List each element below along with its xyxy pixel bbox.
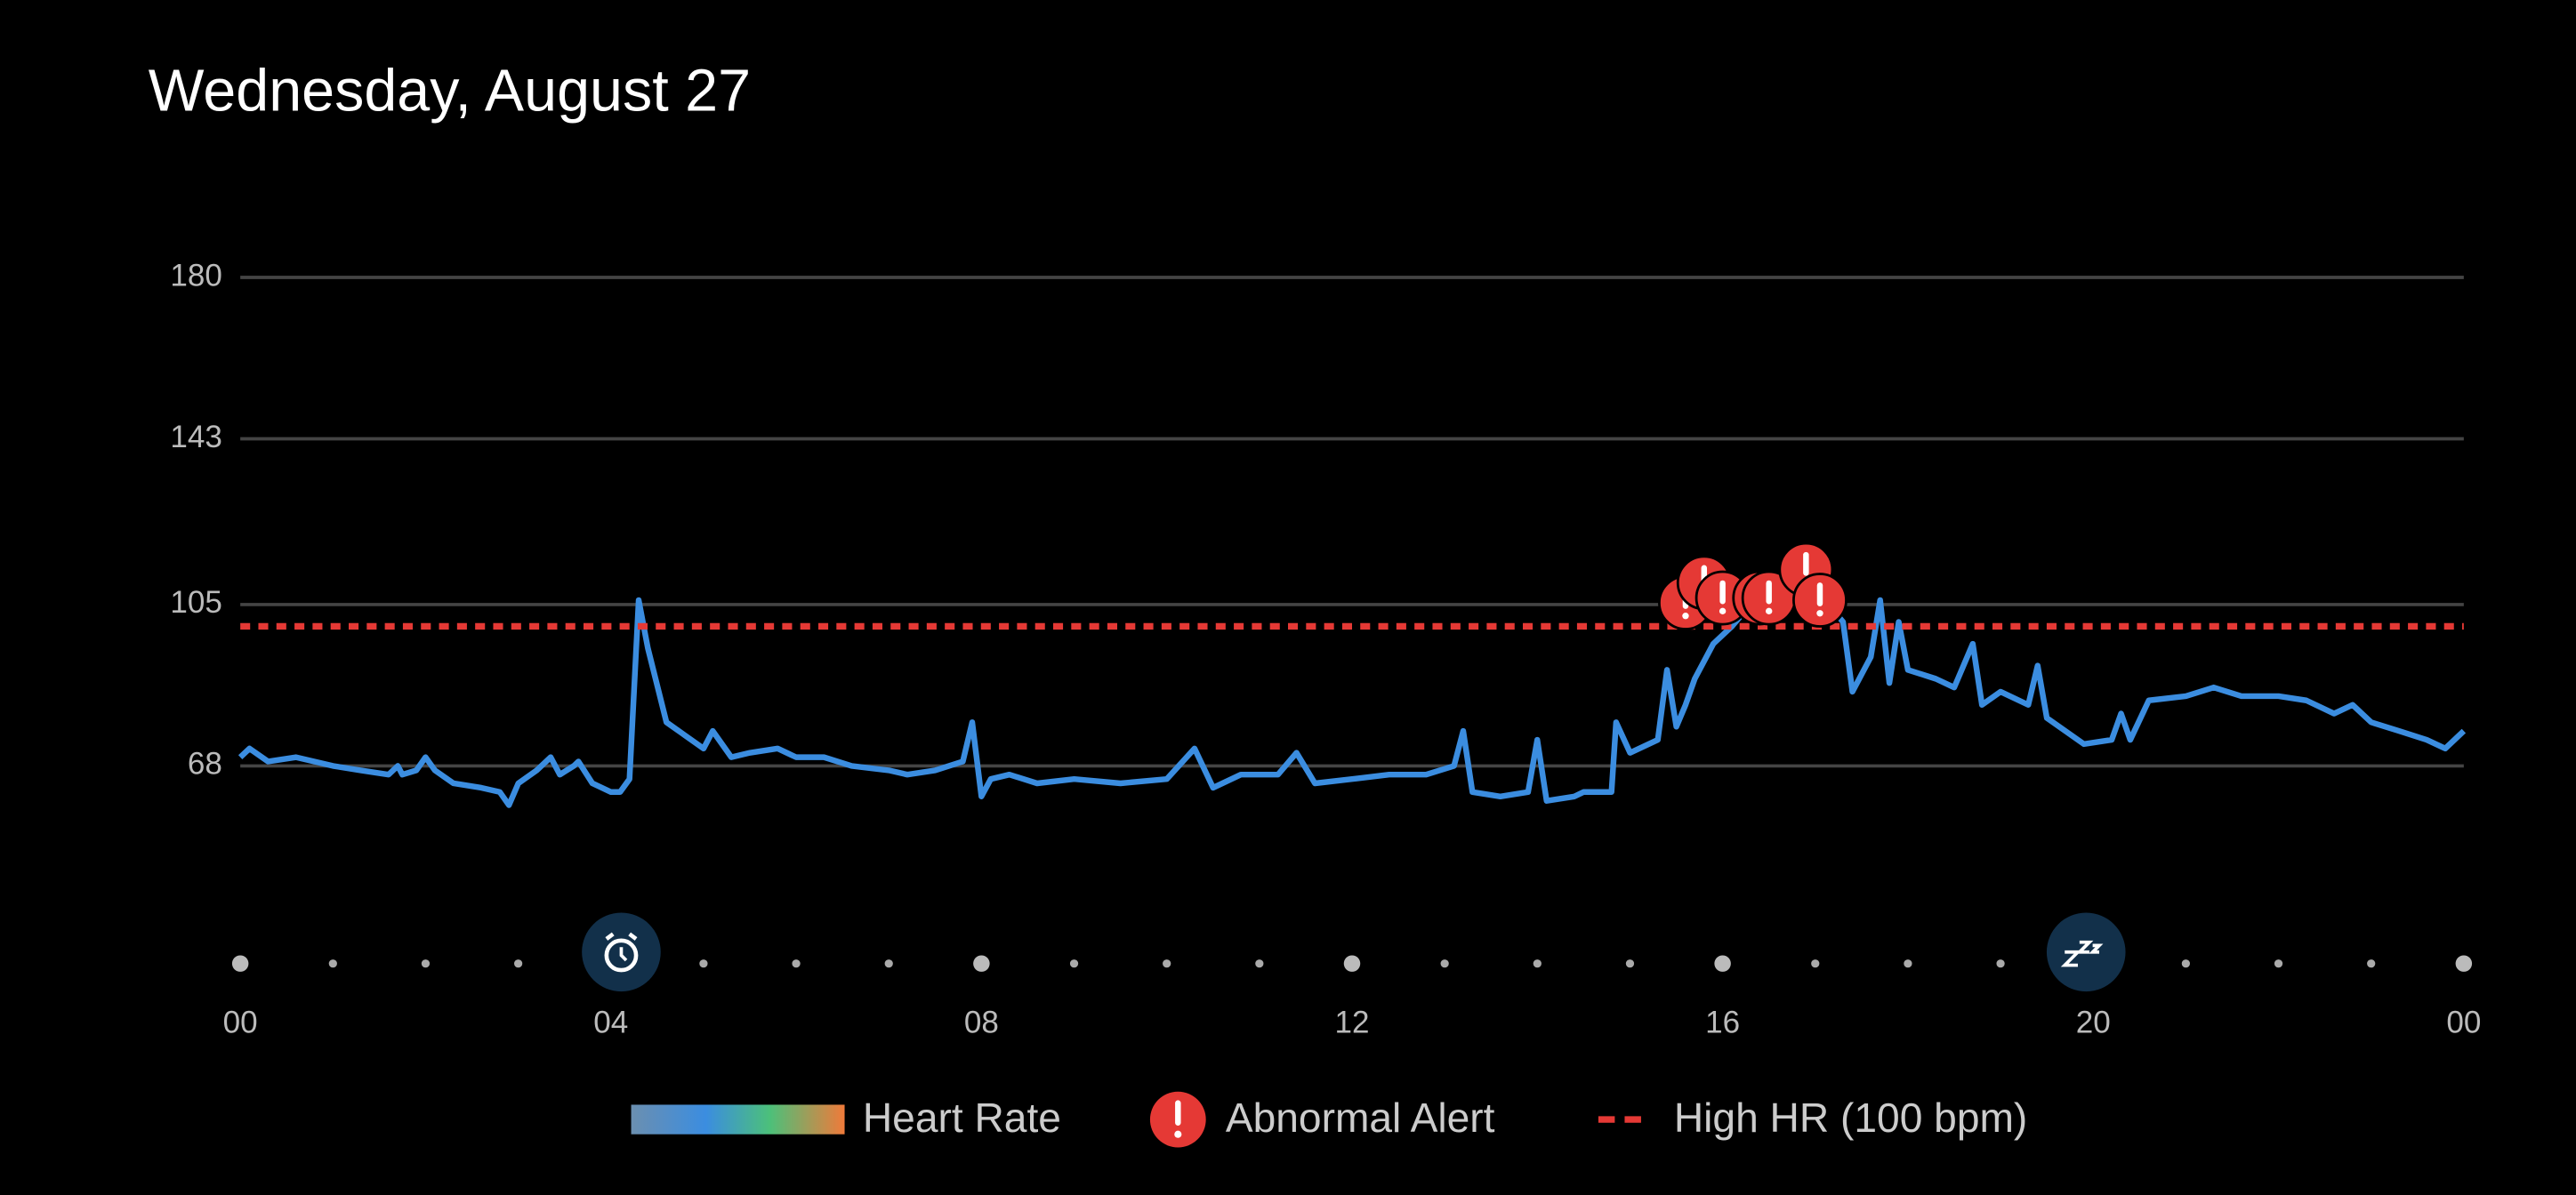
y-tick-label: 180 <box>170 258 222 293</box>
hour-dot <box>1533 959 1542 968</box>
x-tick <box>1343 955 1361 972</box>
hour-dot <box>1440 959 1449 968</box>
hour-dot <box>2181 959 2190 968</box>
y-tick-label: 68 <box>188 747 222 782</box>
legend: Heart Rate Abnormal Alert High HR (100 b… <box>631 1091 2027 1148</box>
hour-dot <box>328 959 337 968</box>
legend-label: High HR (100 bpm) <box>1674 1095 2027 1141</box>
x-tick <box>231 955 249 972</box>
legend-label: Heart Rate <box>863 1095 1061 1141</box>
hour-dot <box>1904 959 1912 968</box>
hour-dot <box>514 959 523 968</box>
alert-marker <box>1792 573 1847 628</box>
y-tick-label: 105 <box>170 585 222 620</box>
legend-label: Abnormal Alert <box>1226 1095 1495 1141</box>
x-tick-label: 00 <box>223 1005 258 1039</box>
y-tick-label: 143 <box>170 420 222 454</box>
hour-dot <box>1255 959 1264 968</box>
x-tick-label: 16 <box>1705 1005 1740 1039</box>
x-tick-label: 00 <box>2446 1005 2481 1039</box>
heart-rate-line <box>237 588 2467 808</box>
hour-dot <box>1069 959 1079 968</box>
sleep-icon <box>2046 912 2126 992</box>
hour-dot <box>792 959 801 968</box>
hour-dot <box>1811 959 1820 968</box>
alert-dot <box>1766 607 1773 615</box>
hour-dot <box>699 959 708 968</box>
x-tick <box>1714 955 1731 972</box>
alert-dot <box>1682 613 1689 620</box>
alert-dot <box>1816 610 1823 617</box>
x-tick-label: 12 <box>1334 1005 1369 1039</box>
x-tick-label: 08 <box>964 1005 999 1039</box>
hour-dot <box>884 959 893 968</box>
x-tick-label: 20 <box>2076 1005 2111 1039</box>
x-tick <box>2455 955 2473 972</box>
x-tick <box>973 955 990 972</box>
hour-dot <box>2274 959 2283 968</box>
chart-title: Wednesday, August 27 <box>149 59 751 124</box>
x-tick-label: 04 <box>593 1005 628 1039</box>
alert-dot <box>1719 607 1727 615</box>
hour-dot <box>1996 959 2005 968</box>
hour-dot <box>1163 959 1171 968</box>
alarm-icon <box>582 912 661 992</box>
hour-dot <box>2367 959 2376 968</box>
hour-dot <box>1625 959 1635 968</box>
legend-swatch <box>631 1104 845 1135</box>
hour-dot <box>421 959 431 968</box>
